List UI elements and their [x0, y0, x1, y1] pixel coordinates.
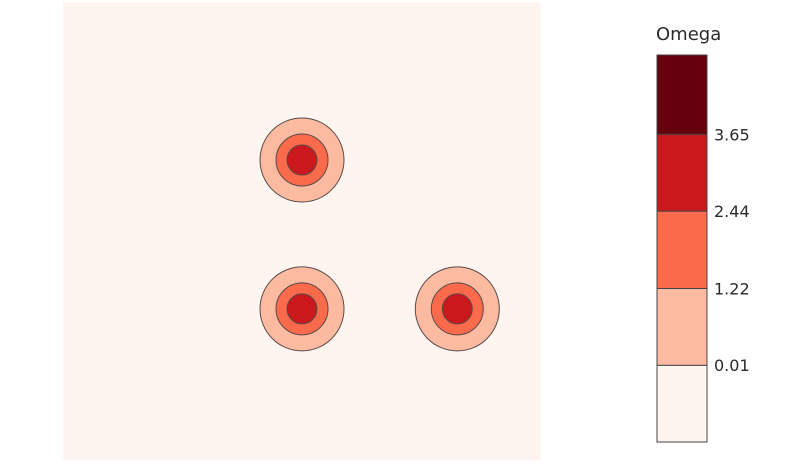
colorbar: Omega 0.01 1.22 2.44 3.65 — [656, 24, 750, 443]
colorbar-band-5 — [656, 54, 708, 135]
colorbar-tick-label: 1.22 — [714, 280, 750, 299]
colorbar-bands — [656, 54, 708, 443]
colorbar-band-3 — [656, 210, 708, 290]
colorbar-band-1 — [656, 364, 708, 443]
plot-area-background — [63, 2, 541, 460]
vortex-3 — [414, 266, 500, 352]
colorbar-tick-label: 2.44 — [714, 202, 750, 221]
colorbar-band-2 — [656, 288, 708, 366]
colorbar-ticks: 0.01 1.22 2.44 3.65 — [714, 125, 750, 375]
contour-level-3 — [286, 144, 318, 176]
colorbar-tick-label: 0.01 — [714, 356, 750, 375]
contour-level-3 — [286, 293, 318, 325]
contour-level-3 — [441, 293, 473, 325]
colorbar-tick-label: 3.65 — [714, 125, 750, 144]
vortex-2 — [259, 117, 345, 203]
colorbar-band-4 — [656, 133, 708, 212]
contour-layer — [259, 117, 500, 352]
colorbar-title: Omega — [656, 24, 721, 45]
vortex-1 — [259, 266, 345, 352]
colorbar-outline — [656, 54, 708, 443]
